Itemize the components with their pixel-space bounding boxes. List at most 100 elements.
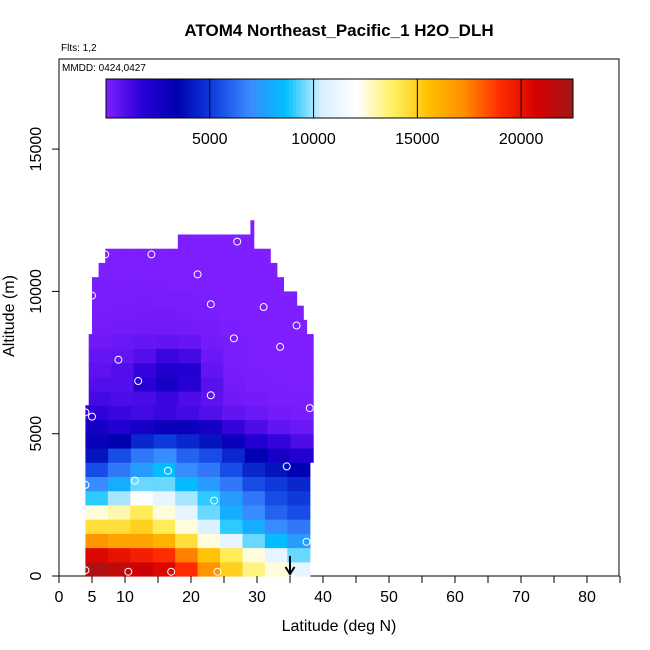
heatmap-cell <box>130 533 154 549</box>
colorbar-swatch <box>356 79 361 118</box>
heatmap-cell <box>242 462 266 477</box>
heatmap-cell <box>85 419 109 435</box>
heatmap-cell <box>92 277 112 292</box>
heatmap-cell <box>111 362 135 378</box>
heatmap-cell <box>220 533 244 549</box>
heatmap-cell <box>222 405 246 421</box>
heatmap-cell <box>290 334 314 349</box>
x-tick-label: 0 <box>55 589 64 606</box>
colorbar-tick-label: 10000 <box>291 131 336 148</box>
chart-title: ATOM4 Northeast_Pacific_1 H2O_DLH <box>184 21 493 40</box>
heatmap-cell <box>152 504 176 520</box>
heatmap-cell <box>264 533 288 549</box>
heatmap-cell <box>134 305 156 321</box>
colorbar-swatch <box>419 79 424 118</box>
heatmap-cell <box>244 419 269 435</box>
heatmap-cell <box>223 262 242 278</box>
heatmap-cell <box>220 476 244 492</box>
heatmap-cell <box>242 561 266 577</box>
heatmap-cell <box>290 405 314 421</box>
colorbar-swatch <box>106 79 110 118</box>
heatmap-cell <box>268 376 292 392</box>
colorbar-swatch <box>466 79 471 118</box>
heatmap-cell <box>156 391 180 406</box>
heatmap-cell <box>290 362 314 378</box>
sample-point <box>292 321 301 330</box>
heatmap-cell <box>153 447 178 463</box>
colorbar-swatch <box>442 79 447 118</box>
colorbar-swatch <box>226 79 230 118</box>
heatmap-cell <box>245 391 269 406</box>
heatmap-cell <box>222 419 246 435</box>
colorbar-swatch <box>549 79 554 118</box>
colorbar-swatch <box>249 79 254 118</box>
heatmap-cell <box>199 405 223 421</box>
heatmap-cell <box>156 334 180 349</box>
heatmap-cell <box>263 319 286 335</box>
heatmap-cell <box>208 234 217 250</box>
heatmap-cell <box>85 547 109 563</box>
colorbar-swatch <box>376 79 381 118</box>
heatmap-cell <box>267 405 291 421</box>
heatmap-cell <box>197 490 221 506</box>
sample-point <box>147 250 156 259</box>
colorbar-swatch <box>196 79 200 118</box>
heatmap-cell <box>187 277 208 292</box>
colorbar-swatch <box>512 79 517 118</box>
heatmap-cell <box>245 348 269 364</box>
colorbar-swatch <box>472 79 477 118</box>
heatmap-cell <box>264 504 288 520</box>
x-tick-label: 50 <box>380 589 398 606</box>
heatmap-cell <box>267 433 291 449</box>
heatmap-cell <box>108 433 132 449</box>
sample-markers <box>81 237 314 576</box>
heatmap-cell <box>176 305 199 321</box>
colorbar-swatch <box>516 79 521 118</box>
y-tick-label: 0 <box>28 571 45 580</box>
heatmap-cell <box>108 447 132 463</box>
heatmap-cell <box>290 433 314 449</box>
colorbar-swatch <box>192 79 197 118</box>
colorbar-swatch <box>409 79 414 118</box>
heatmap-cell <box>85 519 109 534</box>
heatmap-cell <box>290 447 314 463</box>
colorbar-swatch <box>239 79 244 118</box>
heatmap-cell <box>245 362 269 378</box>
heatmap-cell <box>113 305 135 321</box>
heatmap-cell <box>200 376 224 392</box>
colorbar-swatch <box>142 79 147 118</box>
colorbar-swatch <box>299 79 304 118</box>
heatmap-cell <box>223 348 247 364</box>
heatmap-cell <box>268 391 292 406</box>
heatmap-cell <box>85 504 109 520</box>
heatmap-cell <box>268 348 292 364</box>
colorbar-swatch <box>279 79 284 118</box>
sample-point <box>88 412 96 421</box>
heatmap-cell <box>153 419 178 435</box>
heatmap-cell <box>235 291 257 307</box>
x-tick-label: 60 <box>446 589 464 606</box>
heatmap-cell <box>242 504 266 520</box>
colorbar-frame <box>105 78 574 119</box>
sample-point <box>130 476 139 485</box>
heatmap-cell <box>264 462 288 477</box>
heatmap-cell <box>130 504 154 520</box>
heatmap-cell <box>200 234 209 250</box>
colorbar-swatch <box>496 79 501 118</box>
heatmap-cell <box>290 348 314 364</box>
colorbar-swatch <box>259 79 264 118</box>
heatmap-cell <box>220 248 238 264</box>
colorbar-swatch <box>206 79 210 118</box>
colorbar-swatch <box>139 79 144 118</box>
sample-point <box>206 300 215 309</box>
colorbar-swatch <box>176 79 180 118</box>
colorbar-swatch <box>349 79 354 118</box>
heatmap-cell <box>175 476 199 492</box>
heatmap-cell <box>282 305 304 321</box>
sample-point <box>114 355 123 364</box>
heatmap-cell <box>107 561 131 577</box>
heatmap-cell <box>178 348 202 364</box>
plot-frame <box>58 58 620 577</box>
heatmap-cell <box>223 234 232 250</box>
heatmap-cell <box>130 462 154 477</box>
